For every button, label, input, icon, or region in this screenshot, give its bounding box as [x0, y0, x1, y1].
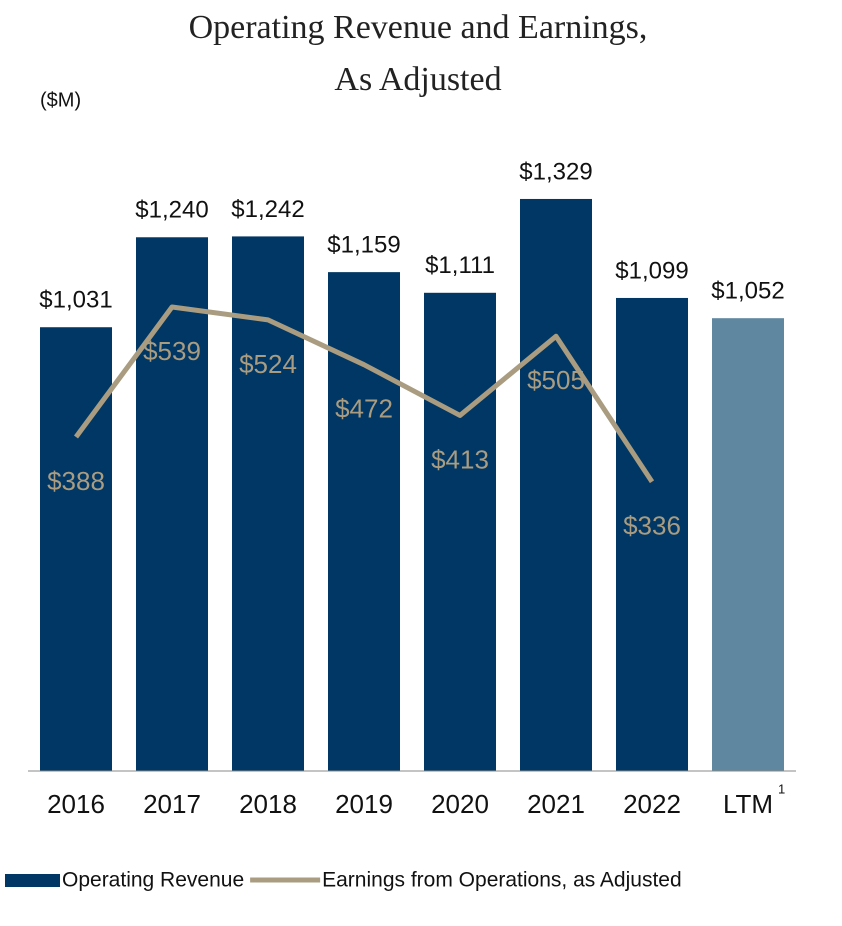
legend-label: Operating Revenue: [62, 869, 244, 892]
chart-title: Operating Revenue and Earnings,: [189, 9, 648, 46]
bar: [520, 198, 592, 771]
bar-value-label: $1,111: [425, 252, 495, 279]
x-tick-label: 2022: [623, 789, 681, 819]
line-value-label: $524: [239, 349, 297, 379]
unit-label: ($M): [40, 89, 81, 111]
line: [73, 304, 655, 484]
chart-title: As Adjusted: [334, 61, 501, 98]
line-value-label: $388: [47, 466, 105, 496]
bar: [424, 292, 496, 771]
x-tick-label: LTM: [723, 789, 773, 819]
bar-value-label: $1,240: [135, 197, 208, 224]
bar: [712, 318, 784, 771]
bar-value-label: $1,159: [327, 231, 400, 258]
line-value-label: $336: [623, 511, 681, 541]
line-value-label: $413: [431, 444, 489, 474]
bar-value-label: $1,242: [231, 196, 304, 223]
legend-swatch: [5, 874, 60, 887]
bar-value-label: $1,329: [519, 158, 592, 185]
bar: [40, 327, 112, 771]
line-value-label: $539: [143, 336, 201, 366]
bar: [232, 236, 304, 771]
x-tick-label: 2018: [239, 789, 297, 819]
footnote-marker: 1: [778, 781, 785, 796]
x-tick-label: 2016: [47, 789, 105, 819]
bar-value-label: $1,099: [615, 257, 688, 284]
bar: [136, 237, 208, 772]
x-tick-label: 2021: [527, 789, 585, 819]
x-tick-label: 2019: [335, 789, 393, 819]
x-tick-label: 2020: [431, 789, 489, 819]
legend-label: Earnings from Operations, as Adjusted: [322, 869, 682, 892]
line-value-label: $472: [335, 394, 393, 424]
x-tick-label: 2017: [143, 789, 201, 819]
bar-value-label: $1,052: [711, 278, 784, 305]
bar: [616, 297, 688, 771]
bar: [328, 272, 400, 771]
bar-value-label: $1,031: [39, 287, 112, 314]
line-value-label: $505: [527, 365, 585, 395]
